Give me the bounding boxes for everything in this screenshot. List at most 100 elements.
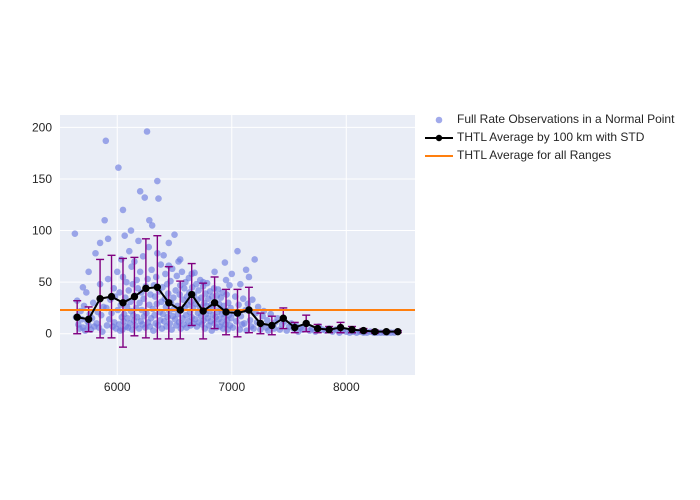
- scatter-point: [137, 269, 144, 276]
- avg-line-marker: [166, 300, 172, 306]
- y-tick-label: 100: [32, 224, 52, 238]
- avg-line-marker: [383, 328, 389, 334]
- avg-line-marker: [269, 322, 275, 328]
- scatter-point: [237, 281, 244, 288]
- scatter-point: [141, 194, 148, 201]
- legend-item: THTL Average by 100 km with STD: [425, 130, 645, 144]
- scatter-point: [165, 240, 172, 247]
- scatter-point: [150, 327, 157, 334]
- scatter-point: [120, 207, 127, 214]
- scatter-point: [135, 238, 142, 245]
- scatter-point: [157, 261, 164, 268]
- scatter-point: [211, 269, 218, 276]
- scatter-point: [148, 266, 155, 273]
- scatter-point: [171, 231, 178, 238]
- legend-marker-scatter: [436, 117, 443, 124]
- scatter-point: [250, 325, 257, 332]
- y-tick-label: 200: [32, 120, 52, 134]
- avg-line-marker: [85, 316, 91, 322]
- scatter-point: [114, 269, 121, 276]
- scatter-point: [105, 236, 112, 243]
- scatter-point: [162, 271, 169, 278]
- scatter-point: [228, 271, 235, 278]
- scatter-point: [153, 274, 160, 281]
- scatter-point: [234, 248, 241, 255]
- scatter-point: [123, 279, 130, 286]
- scatter-point: [235, 302, 242, 309]
- scatter-point: [144, 128, 151, 135]
- legend-label: Full Rate Observations in a Normal Point: [457, 112, 675, 126]
- scatter-point: [167, 320, 174, 327]
- avg-line-marker: [234, 310, 240, 316]
- scatter-point: [230, 324, 237, 331]
- scatter-point: [72, 230, 79, 237]
- scatter-point: [233, 318, 240, 325]
- scatter-point: [251, 256, 258, 263]
- scatter-point: [80, 284, 87, 291]
- avg-line-marker: [280, 315, 286, 321]
- scatter-point: [177, 256, 184, 263]
- scatter-point: [223, 277, 230, 284]
- avg-line-marker: [395, 328, 401, 334]
- scatter-point: [97, 240, 104, 247]
- scatter-point: [126, 248, 133, 255]
- scatter-point: [104, 322, 111, 329]
- scatter-point: [149, 306, 156, 313]
- chart-container: 600070008000050100150200Full Rate Observ…: [0, 0, 700, 500]
- avg-line-marker: [120, 300, 126, 306]
- legend-item: Full Rate Observations in a Normal Point: [436, 112, 675, 126]
- scatter-point: [125, 287, 132, 294]
- scatter-point: [222, 259, 229, 266]
- scatter-point: [103, 137, 110, 144]
- y-tick-label: 150: [32, 172, 52, 186]
- avg-line-marker: [337, 324, 343, 330]
- avg-line-marker: [177, 307, 183, 313]
- avg-line-marker: [292, 324, 298, 330]
- y-tick-label: 0: [45, 327, 52, 341]
- avg-line-marker: [97, 295, 103, 301]
- legend-item: THTL Average for all Ranges: [425, 148, 611, 162]
- legend: Full Rate Observations in a Normal Point…: [425, 112, 675, 162]
- avg-line-marker: [200, 308, 206, 314]
- legend-label: THTL Average for all Ranges: [457, 148, 611, 162]
- x-tick-label: 8000: [333, 380, 360, 394]
- scatter-point: [85, 269, 92, 276]
- avg-line-marker: [131, 293, 137, 299]
- scatter-point: [92, 250, 99, 257]
- legend-label: THTL Average by 100 km with STD: [457, 130, 645, 144]
- avg-line-marker: [143, 285, 149, 291]
- scatter-point: [247, 317, 254, 324]
- scatter-point: [179, 269, 186, 276]
- scatter-point: [116, 289, 123, 296]
- avg-line-marker: [108, 293, 114, 299]
- scatter-point: [243, 266, 250, 273]
- scatter-point: [137, 188, 144, 195]
- scatter-point: [241, 320, 248, 327]
- avg-line-marker: [349, 326, 355, 332]
- scatter-point: [249, 296, 256, 303]
- scatter-point: [174, 273, 181, 280]
- scatter-point: [115, 164, 122, 171]
- avg-line-marker: [211, 300, 217, 306]
- avg-line-marker: [188, 291, 194, 297]
- scatter-point: [146, 217, 153, 224]
- avg-line-marker: [372, 328, 378, 334]
- avg-line-marker: [360, 327, 366, 333]
- scatter-point: [101, 217, 108, 224]
- avg-line-marker: [154, 284, 160, 290]
- scatter-point: [181, 285, 188, 292]
- avg-line-marker: [303, 320, 309, 326]
- legend-marker-avg: [436, 135, 442, 141]
- scatter-point: [246, 274, 253, 281]
- y-tick-label: 50: [39, 275, 53, 289]
- scatter-point: [128, 227, 135, 234]
- scatter-point: [81, 303, 88, 310]
- scatter-point: [105, 276, 112, 283]
- avg-line-marker: [326, 326, 332, 332]
- chart-svg: 600070008000050100150200Full Rate Observ…: [0, 0, 700, 500]
- avg-line-marker: [257, 320, 263, 326]
- scatter-point: [98, 312, 105, 319]
- scatter-point: [240, 295, 247, 302]
- avg-line-marker: [246, 307, 252, 313]
- scatter-point: [155, 195, 162, 202]
